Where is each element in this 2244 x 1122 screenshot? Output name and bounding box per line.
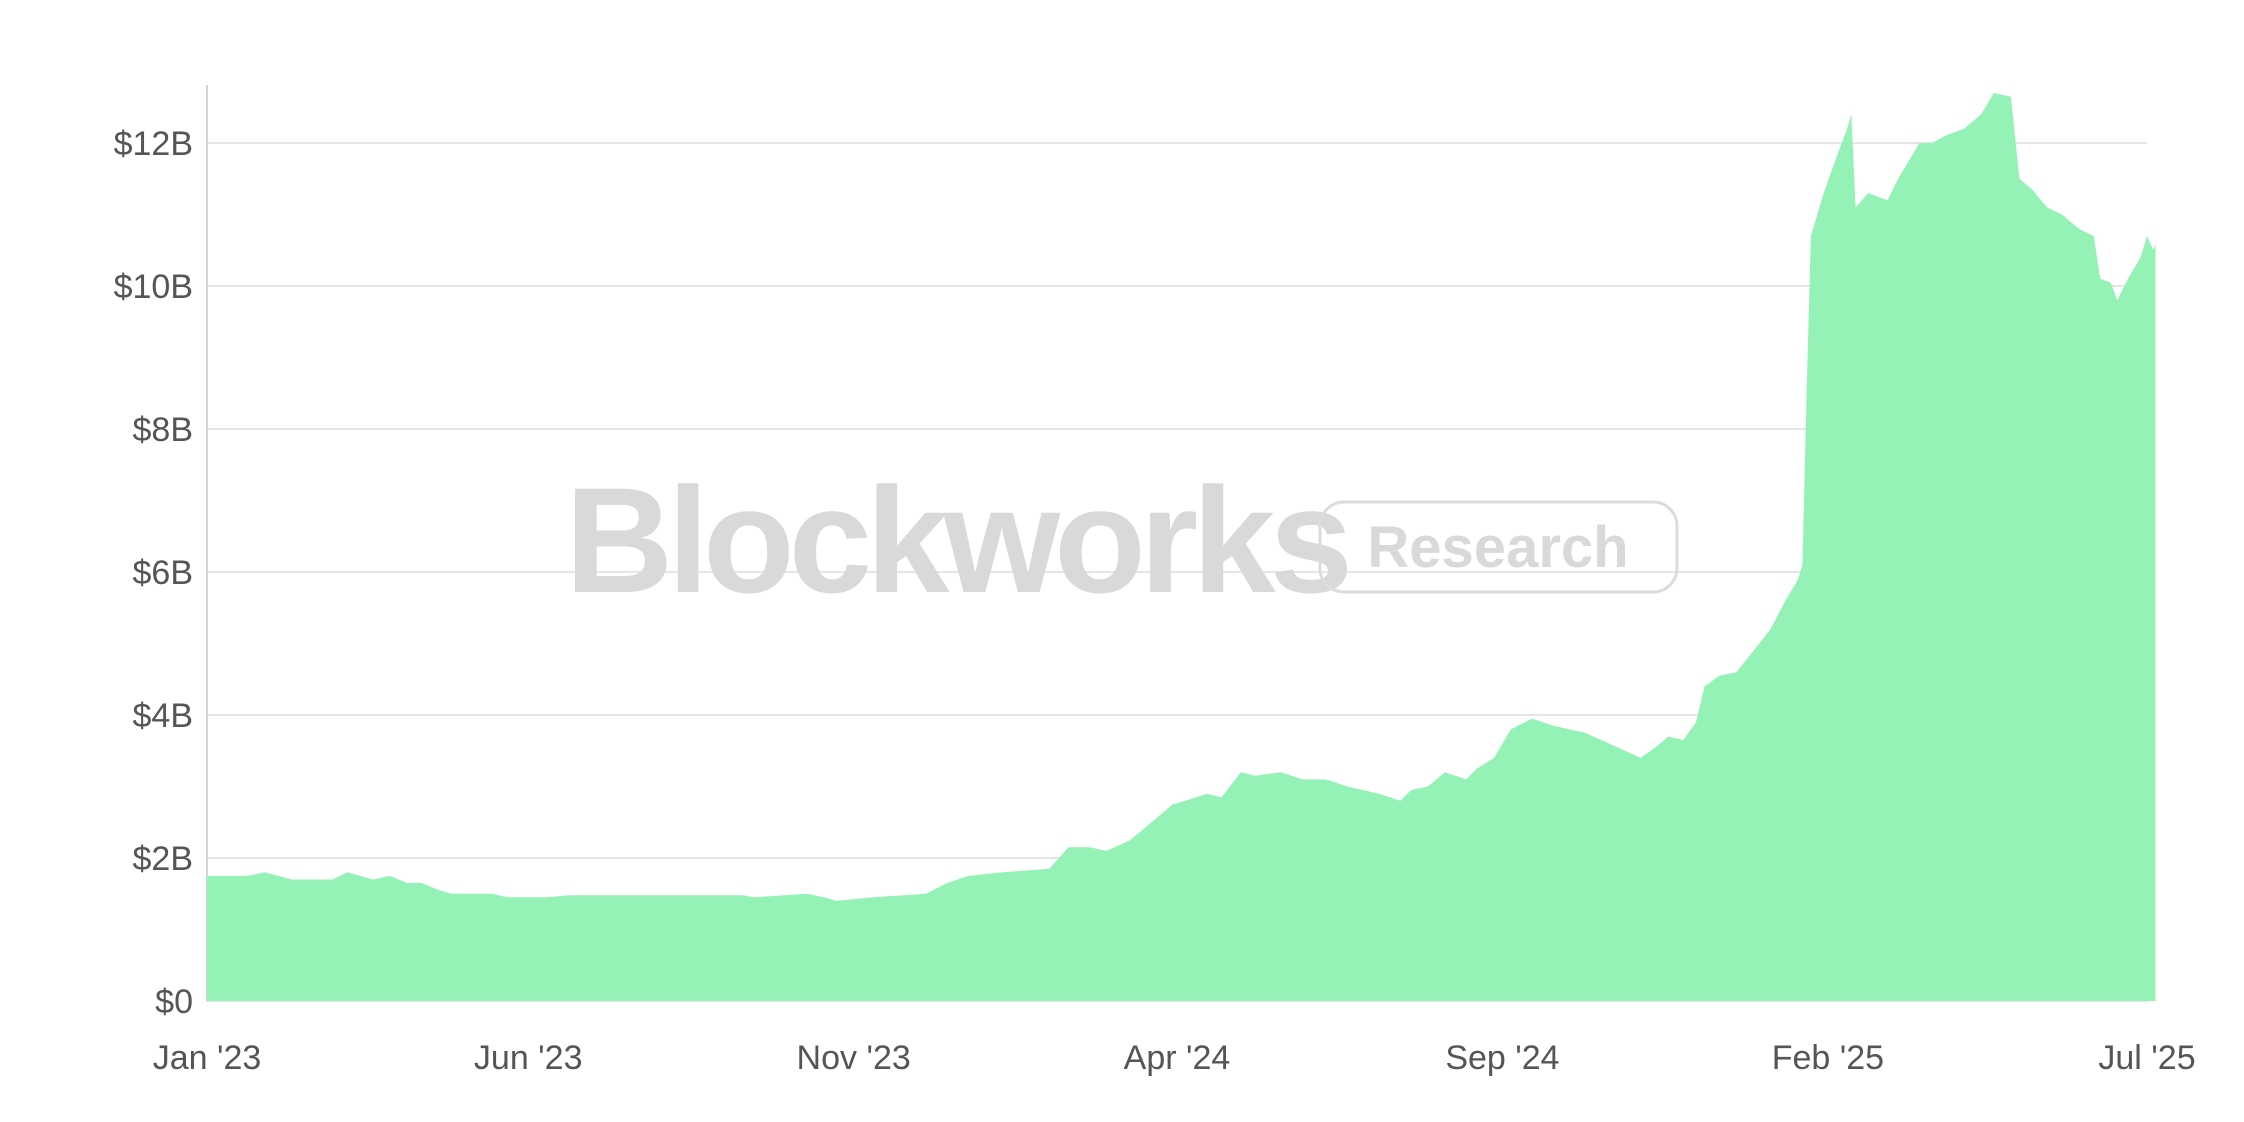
y-tick-label: $6B xyxy=(133,554,194,592)
y-tick-label: $12B xyxy=(114,125,193,163)
y-tick-label: $4B xyxy=(133,697,194,735)
x-tick-label: Jan '23 xyxy=(153,1039,262,1077)
x-tick-label: Sep '24 xyxy=(1445,1039,1559,1077)
x-tick-label: Apr '24 xyxy=(1124,1039,1231,1077)
x-tick-label: Jun '23 xyxy=(474,1039,583,1077)
y-tick-label: $8B xyxy=(133,411,194,449)
y-axis: $0 $2B $4B $6B $8B $10B $12B xyxy=(114,125,193,1021)
watermark-brand: Blockworks xyxy=(565,456,1348,624)
x-tick-label: Feb '25 xyxy=(1772,1039,1884,1077)
x-axis: Jan '23 Jun '23 Nov '23 Apr '24 Sep '24 Feb '… xyxy=(153,1039,2196,1077)
area-series xyxy=(207,93,2156,1001)
y-tick-label: $10B xyxy=(114,268,193,306)
grid-lines xyxy=(206,85,2147,1002)
watermark: Blockworks Research xyxy=(565,456,1679,624)
y-tick-label: $0 xyxy=(155,983,193,1021)
x-tick-label: Nov '23 xyxy=(797,1039,911,1077)
watermark-badge-text: Research xyxy=(1367,515,1628,580)
x-tick-label: Jul '25 xyxy=(2098,1039,2195,1077)
watermark-badge-frame xyxy=(1318,500,1679,594)
y-tick-label: $2B xyxy=(133,840,194,878)
